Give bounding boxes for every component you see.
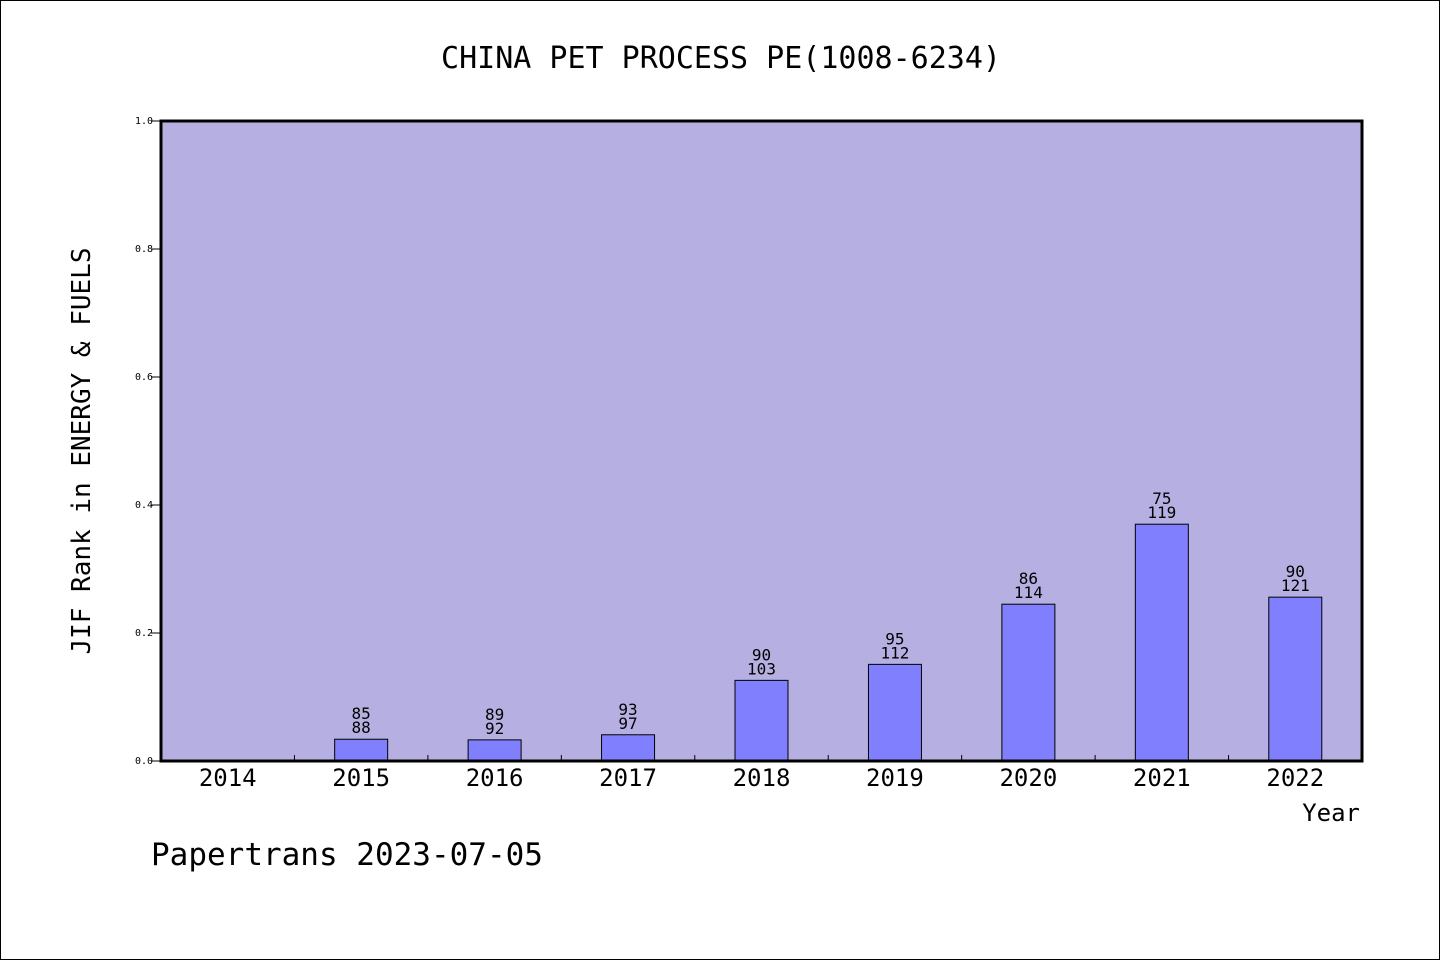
bar — [734, 679, 789, 762]
bar-total-label: 97 — [618, 714, 637, 733]
x-tick-label: 2020 — [999, 764, 1057, 792]
x-tick-label: 2016 — [466, 764, 524, 792]
x-axis-label: Year — [1302, 799, 1360, 827]
y-tick-label: 0.4 — [135, 500, 153, 511]
bar-total-label: 92 — [485, 719, 504, 738]
bar-rank-label: 89 — [485, 705, 504, 724]
x-tick-label: 2017 — [599, 764, 657, 792]
bar — [601, 734, 656, 762]
bar-total-label: 121 — [1281, 576, 1310, 595]
bar — [1134, 523, 1189, 762]
bar-total-label: 88 — [352, 718, 371, 737]
bar-rank-label: 90 — [1286, 562, 1305, 581]
footer-credit: Papertrans 2023-07-05 — [151, 837, 543, 873]
bar — [1268, 596, 1323, 762]
bar — [334, 738, 389, 762]
y-tick-label: 1.0 — [135, 116, 153, 127]
bar — [867, 663, 922, 762]
bar-total-label: 112 — [880, 643, 909, 662]
bar-rank-label: 75 — [1152, 489, 1171, 508]
x-tick-label: 2019 — [866, 764, 924, 792]
bar — [467, 739, 522, 762]
bar-rank-label: 95 — [885, 629, 904, 648]
bar-rank-label: 85 — [352, 704, 371, 723]
bar-rank-label: 93 — [618, 700, 637, 719]
bar — [1001, 603, 1056, 762]
y-tick-label: 0.6 — [135, 372, 153, 383]
x-tick-label: 2014 — [199, 764, 257, 792]
y-axis-label: JIF Rank in ENERGY & FUELS — [67, 248, 97, 655]
chart-title: CHINA PET PROCESS PE(1008-6234) — [441, 41, 1001, 76]
x-tick-label: 2015 — [332, 764, 390, 792]
bar-total-label: 103 — [747, 659, 776, 678]
y-tick-label: 0.0 — [135, 756, 153, 767]
x-tick-label: 2022 — [1266, 764, 1324, 792]
plot-border — [159, 119, 1364, 763]
x-tick-label: 2021 — [1133, 764, 1191, 792]
x-tick-label: 2018 — [733, 764, 791, 792]
bar-total-label: 119 — [1147, 503, 1176, 522]
y-tick-label: 0.2 — [135, 628, 153, 639]
bar-rank-label: 86 — [1019, 569, 1038, 588]
y-tick-label: 0.8 — [135, 244, 153, 255]
bar-total-label: 114 — [1014, 583, 1043, 602]
bar-rank-label: 90 — [752, 645, 771, 664]
